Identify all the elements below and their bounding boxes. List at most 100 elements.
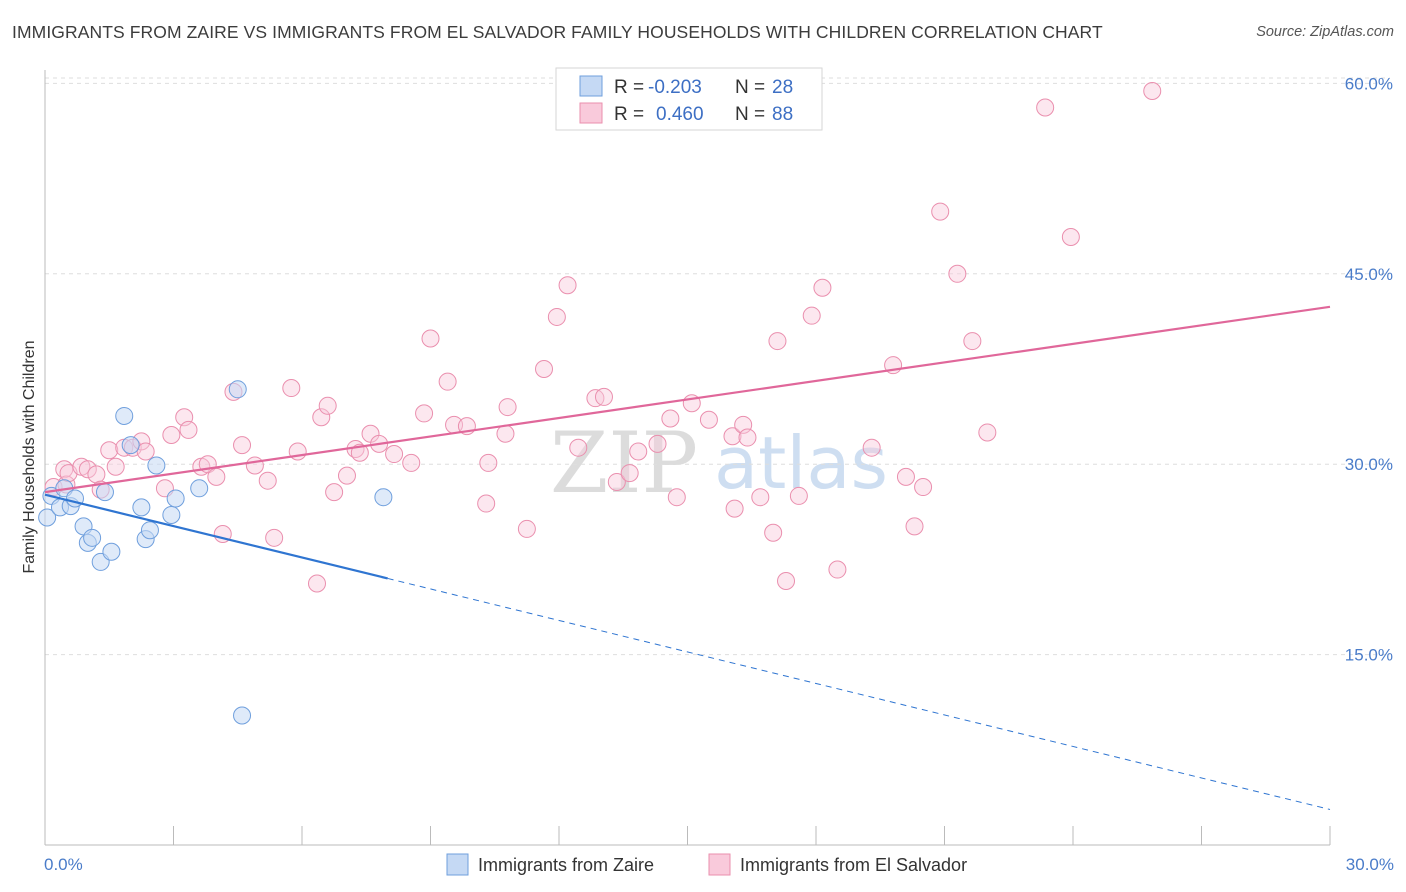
elsalvador-point: [828, 560, 847, 579]
zaire-point: [38, 508, 57, 527]
legend-zaire-r-value: -0.203: [648, 77, 702, 98]
y-tick-label: 30.0%: [1345, 455, 1393, 474]
elsalvador-point: [318, 396, 337, 415]
elsalvador-point: [100, 441, 119, 460]
elsalvador-point: [162, 425, 181, 444]
zaire-point: [233, 706, 252, 725]
legend-zaire-n-label: N =: [735, 77, 765, 98]
x-axis-ticks: [44, 826, 1331, 845]
elsalvador-point: [777, 571, 796, 590]
elsalvador-point: [78, 460, 97, 479]
series-legend: Immigrants from Zaire Immigrants from El…: [446, 853, 967, 876]
elsalvador-point: [629, 442, 648, 461]
series-elsalvador-points: [44, 82, 1162, 593]
elsalvador-point: [233, 436, 252, 455]
elsalvador-point: [620, 464, 639, 483]
zaire-point: [102, 542, 121, 561]
legend-zaire-n-value: 28: [772, 77, 793, 98]
zaire-point: [95, 483, 114, 502]
elsalvador-point: [312, 408, 331, 427]
zaire-point: [374, 488, 393, 507]
elsalvador-point: [207, 467, 226, 486]
elsalvador-point: [307, 574, 326, 593]
zaire-point: [140, 521, 159, 540]
elsalvador-point: [282, 379, 301, 398]
elsalvador-point: [905, 517, 924, 536]
elsalvador-point: [768, 332, 787, 351]
zaire-point: [166, 489, 185, 508]
elsalvador-point: [496, 424, 515, 443]
elsalvador-point: [978, 423, 997, 442]
series-zaire-points: [38, 380, 393, 725]
zaire-trend-line: [44, 493, 388, 580]
bottom-legend-swatch-zaire: [446, 853, 469, 876]
elsalvador-point: [415, 404, 434, 423]
elsalvador-point: [337, 466, 356, 485]
elsalvador-point: [547, 307, 566, 326]
elsalvador-point: [723, 427, 742, 446]
elsalvador-point: [179, 420, 198, 439]
zaire-point: [228, 380, 247, 399]
elsalvador-point: [136, 442, 155, 461]
bottom-legend-label-elsalvador: Immigrants from El Salvador: [740, 855, 967, 875]
elsalvador-point: [813, 278, 832, 297]
elsalvador-point: [325, 483, 344, 502]
legend-swatch-zaire: [579, 75, 603, 97]
elsalvador-point: [661, 409, 680, 428]
zaire-point: [115, 406, 134, 425]
elsalvador-point: [1143, 82, 1162, 101]
y-tick-label: 45.0%: [1345, 265, 1393, 284]
elsalvador-point: [517, 519, 536, 538]
elsalvador-point: [725, 499, 744, 518]
elsalvador-point: [421, 329, 440, 348]
elsalvador-point: [789, 486, 808, 505]
elsalvador-point: [914, 478, 933, 497]
elsalvador-point: [648, 434, 667, 453]
elsalvador-point: [558, 276, 577, 295]
legend-elsalvador-r-value: 0.460: [656, 104, 704, 125]
gridlines: [45, 77, 1390, 656]
y-tick-label: 60.0%: [1345, 74, 1393, 93]
watermark: ZIP atlas: [550, 414, 888, 512]
elsalvador-point: [751, 488, 770, 507]
elsalvador-point: [699, 410, 718, 429]
elsalvador-point: [479, 453, 498, 472]
elsalvador-point: [402, 453, 421, 472]
elsalvador-point: [569, 438, 588, 457]
elsalvador-point: [594, 387, 613, 406]
zaire-point: [132, 498, 151, 517]
elsalvador-point: [667, 488, 686, 507]
bottom-legend-swatch-elsalvador: [708, 853, 731, 876]
elsalvador-point: [106, 457, 125, 476]
elsalvador-point: [948, 264, 967, 283]
elsalvador-point: [896, 467, 915, 486]
elsalvador-point: [1036, 98, 1055, 117]
elsalvador-point: [350, 443, 369, 462]
trend-lines: [44, 305, 1331, 810]
y-axis-label: Family Households with Children: [21, 341, 38, 574]
source-label: Source: ZipAtlas.com: [1256, 24, 1394, 40]
elsalvador-point: [258, 471, 277, 490]
elsalvador-point: [438, 372, 457, 391]
elsalvador-point: [862, 438, 881, 457]
y-axis-tick-labels: 15.0% 30.0% 45.0% 60.0%: [1345, 74, 1393, 664]
x-tick-label-min: 0.0%: [44, 855, 83, 874]
bottom-legend-label-zaire: Immigrants from Zaire: [478, 855, 654, 875]
zaire-point: [147, 456, 166, 475]
watermark-atlas: atlas: [714, 421, 888, 505]
watermark-zip: ZIP: [550, 414, 698, 512]
elsalvador-point: [738, 428, 757, 447]
elsalvador-point: [1061, 227, 1080, 246]
elsalvador-point: [535, 359, 554, 378]
elsalvador-point: [607, 472, 626, 491]
elsalvador-point: [931, 202, 950, 221]
elsalvador-point: [265, 528, 284, 547]
stats-legend: R = -0.203 N = 28 R = 0.460 N = 88: [555, 67, 823, 131]
y-tick-label: 15.0%: [1345, 646, 1393, 665]
zaire-trend-line-extension: [387, 577, 1331, 810]
zaire-point: [190, 479, 209, 498]
zaire-point: [162, 505, 181, 524]
elsalvador-point: [764, 523, 783, 542]
elsalvador-trend-line: [44, 305, 1331, 494]
